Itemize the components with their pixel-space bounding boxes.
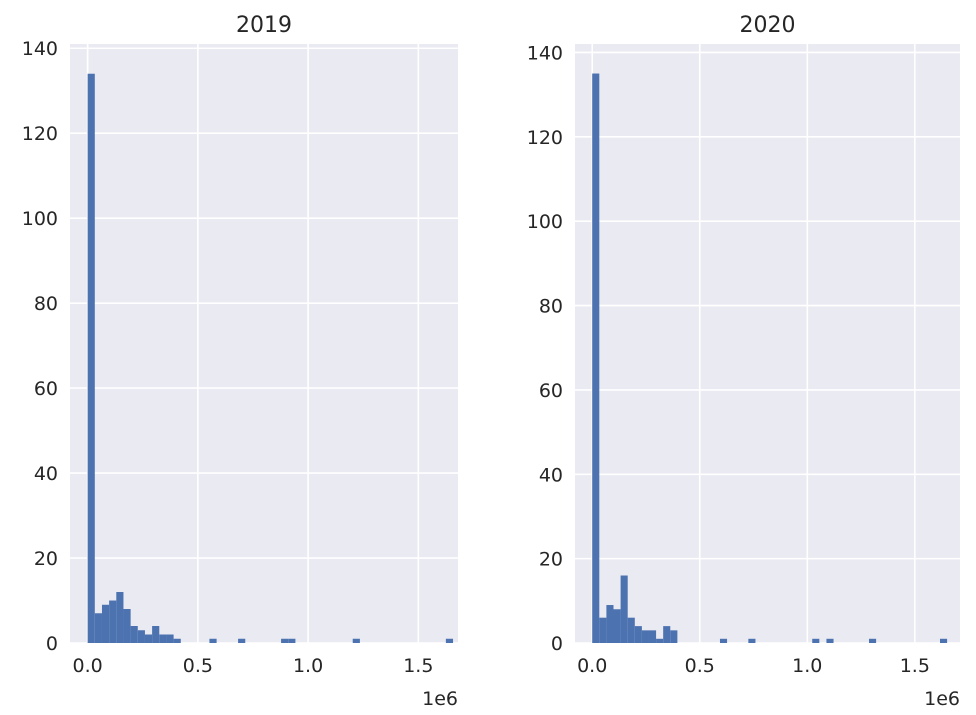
histogram-bar bbox=[663, 626, 671, 643]
histogram-bar bbox=[101, 604, 110, 643]
histogram-bar bbox=[281, 638, 289, 643]
histogram-bar bbox=[152, 626, 160, 643]
x-tick-label: 1.0 bbox=[792, 655, 822, 677]
y-tick-label: 120 bbox=[22, 123, 58, 145]
histogram-bar bbox=[166, 634, 174, 643]
histogram-bar bbox=[826, 638, 834, 643]
y-tick-label: 60 bbox=[34, 378, 58, 400]
histogram-panel-2019: 0 20 40 60 80 100 120 140 0.0 0.5 1.0 1.5 2019 1e6 bbox=[22, 13, 458, 710]
y-tick-label: 100 bbox=[22, 208, 58, 230]
y-tick-label: 20 bbox=[539, 549, 563, 571]
histogram-bar bbox=[94, 613, 102, 643]
histogram-bar bbox=[137, 630, 145, 643]
y-tick-label: 140 bbox=[527, 42, 563, 64]
histogram-bar bbox=[634, 626, 642, 643]
chart-title: 2020 bbox=[740, 13, 796, 38]
histogram-bar bbox=[599, 617, 607, 643]
y-tick-label: 120 bbox=[527, 127, 563, 149]
histogram-bar bbox=[109, 600, 117, 643]
x-tick-label: 1.5 bbox=[900, 655, 930, 677]
chart-title: 2019 bbox=[236, 13, 292, 38]
x-axis-offset-label: 1e6 bbox=[422, 688, 458, 710]
histogram-bar bbox=[939, 638, 948, 643]
y-tick-label: 40 bbox=[539, 464, 563, 486]
y-tick-label: 0 bbox=[551, 633, 563, 655]
histogram-bar bbox=[641, 630, 649, 643]
x-axis-offset-label: 1e6 bbox=[924, 688, 960, 710]
histogram-bar bbox=[592, 73, 600, 643]
histogram-bar bbox=[748, 638, 756, 643]
x-tick-label: 1.5 bbox=[403, 655, 433, 677]
histogram-bar bbox=[209, 638, 217, 643]
y-tick-label: 40 bbox=[34, 463, 58, 485]
y-tick-label: 80 bbox=[34, 293, 58, 315]
y-tick-label: 0 bbox=[46, 633, 58, 655]
y-tick-label: 20 bbox=[34, 548, 58, 570]
x-tick-label: 0.5 bbox=[183, 655, 213, 677]
histogram-bar bbox=[445, 638, 454, 643]
x-tick-label: 0.0 bbox=[577, 655, 607, 677]
y-tick-label: 60 bbox=[539, 380, 563, 402]
histogram-bar bbox=[123, 609, 131, 643]
histogram-bar bbox=[656, 638, 664, 643]
histogram-bar bbox=[869, 638, 877, 643]
histogram-bar bbox=[173, 638, 181, 643]
histogram-bar bbox=[670, 630, 678, 643]
histogram-bar bbox=[130, 626, 138, 643]
x-tick-label: 0.0 bbox=[73, 655, 103, 677]
x-tick-label: 0.5 bbox=[685, 655, 715, 677]
histogram-bar bbox=[238, 638, 246, 643]
x-tick-label: 1.0 bbox=[293, 655, 323, 677]
plot-area bbox=[575, 44, 960, 643]
histogram-bar bbox=[352, 638, 360, 643]
histogram-bar bbox=[648, 630, 657, 643]
plot-area bbox=[70, 44, 458, 643]
y-tick-label: 140 bbox=[22, 38, 58, 60]
histogram-bar bbox=[719, 638, 728, 643]
histogram-bar bbox=[87, 73, 95, 643]
histogram-bar bbox=[159, 634, 167, 643]
histogram-panel-2020: 0 20 40 60 80 100 120 140 0.0 0.5 1.0 1.5 2020 1e6 bbox=[527, 13, 960, 710]
histogram-bar bbox=[288, 638, 296, 643]
histogram-bar bbox=[627, 617, 635, 643]
histogram-bar bbox=[606, 605, 614, 643]
histogram-bar bbox=[144, 634, 153, 643]
histogram-bar bbox=[620, 575, 628, 643]
histogram-bar bbox=[812, 638, 820, 643]
histogram-bar bbox=[116, 592, 124, 643]
y-tick-label: 80 bbox=[539, 296, 563, 318]
histogram-bar bbox=[613, 609, 621, 643]
y-tick-label: 100 bbox=[527, 211, 563, 233]
